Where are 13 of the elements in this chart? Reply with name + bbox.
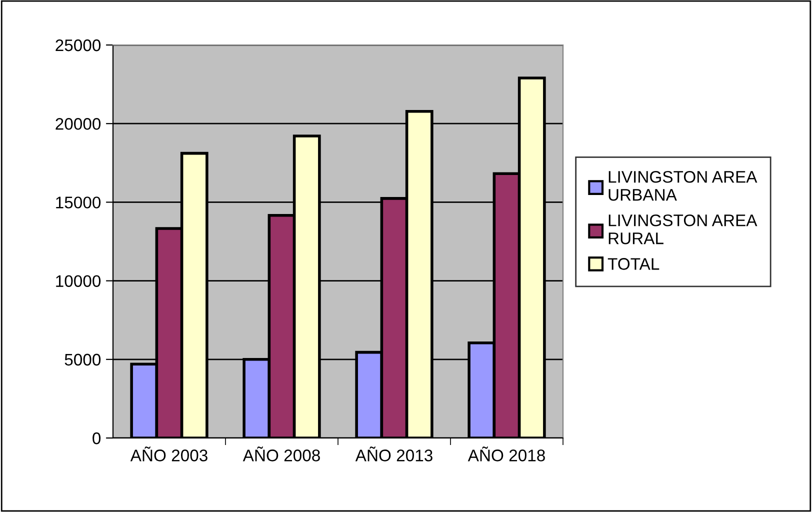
x-tick-label: AÑO 2013 bbox=[355, 446, 432, 462]
y-tick-label: 0 bbox=[92, 432, 101, 444]
y-tick-label: 10000 bbox=[56, 275, 101, 288]
y-tick-label: 20000 bbox=[56, 118, 101, 130]
legend-label: LIVINGSTON AREA RURAL bbox=[608, 214, 758, 244]
x-tick-label: AÑO 2003 bbox=[130, 446, 208, 462]
y-tick-label: 25000 bbox=[56, 39, 101, 52]
legend-label: TOTAL bbox=[608, 258, 660, 270]
y-tick-label: 15000 bbox=[56, 196, 101, 208]
x-tick-label: AÑO 2008 bbox=[242, 446, 320, 462]
x-tick-label: AÑO 2018 bbox=[468, 446, 545, 462]
y-tick-label: 5000 bbox=[64, 354, 101, 366]
legend-label: LIVINGSTON AREA URBANA bbox=[608, 170, 758, 201]
